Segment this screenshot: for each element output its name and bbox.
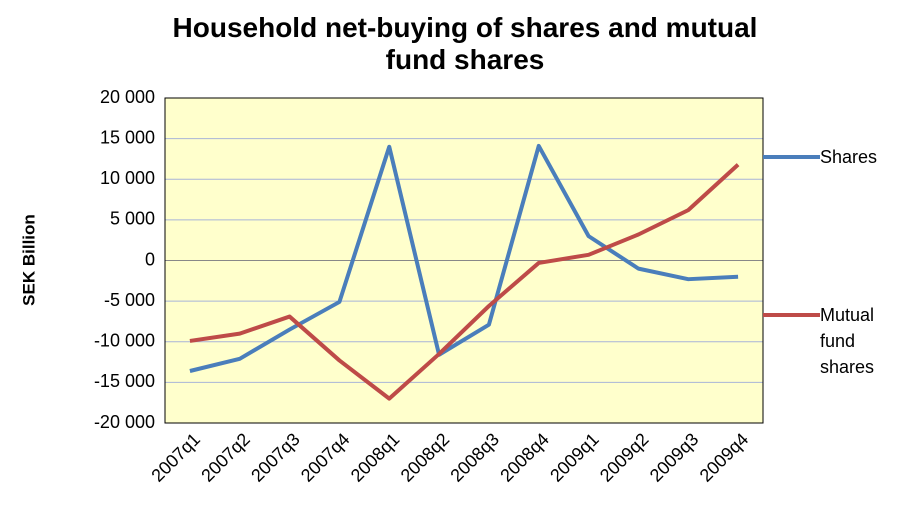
- y-tick-label: 5 000: [110, 209, 155, 229]
- y-tick-label: 10 000: [100, 168, 155, 188]
- y-tick-label: -10 000: [94, 331, 155, 351]
- legend-label: Shares: [820, 147, 878, 167]
- x-tick-label: 2009q2: [596, 429, 653, 486]
- x-tick-label: 2009q4: [696, 429, 753, 486]
- y-tick-label: 20 000: [100, 87, 155, 107]
- y-tick-label: 0: [145, 249, 155, 269]
- x-tick-label: 2008q2: [397, 429, 454, 486]
- x-tick-label: 2007q4: [297, 429, 354, 486]
- x-tick-label: 2008q3: [446, 429, 503, 486]
- x-tick-label: 2009q3: [646, 429, 703, 486]
- x-tick-label: 2009q1: [546, 429, 603, 486]
- line-series: [189, 143, 739, 373]
- x-tick-label: 2007q1: [147, 429, 204, 486]
- y-axis-label: SEK Billion: [19, 214, 38, 306]
- legend-label: Mutual fund shares: [820, 305, 875, 377]
- x-tick-label: 2008q4: [496, 429, 553, 486]
- line-series: [189, 163, 740, 401]
- x-tick-label: 2007q3: [247, 429, 304, 486]
- y-tick-label: 15 000: [100, 127, 155, 147]
- y-tick-label: -20 000: [94, 412, 155, 432]
- plot-border: [164, 97, 764, 424]
- x-tick-label: 2007q2: [197, 429, 254, 486]
- x-tick-label: 2008q1: [347, 429, 404, 486]
- chart-title: Household net-buying of shares and mutua…: [172, 12, 758, 75]
- y-tick-label: -5 000: [104, 290, 155, 310]
- y-tick-label: -15 000: [94, 371, 155, 391]
